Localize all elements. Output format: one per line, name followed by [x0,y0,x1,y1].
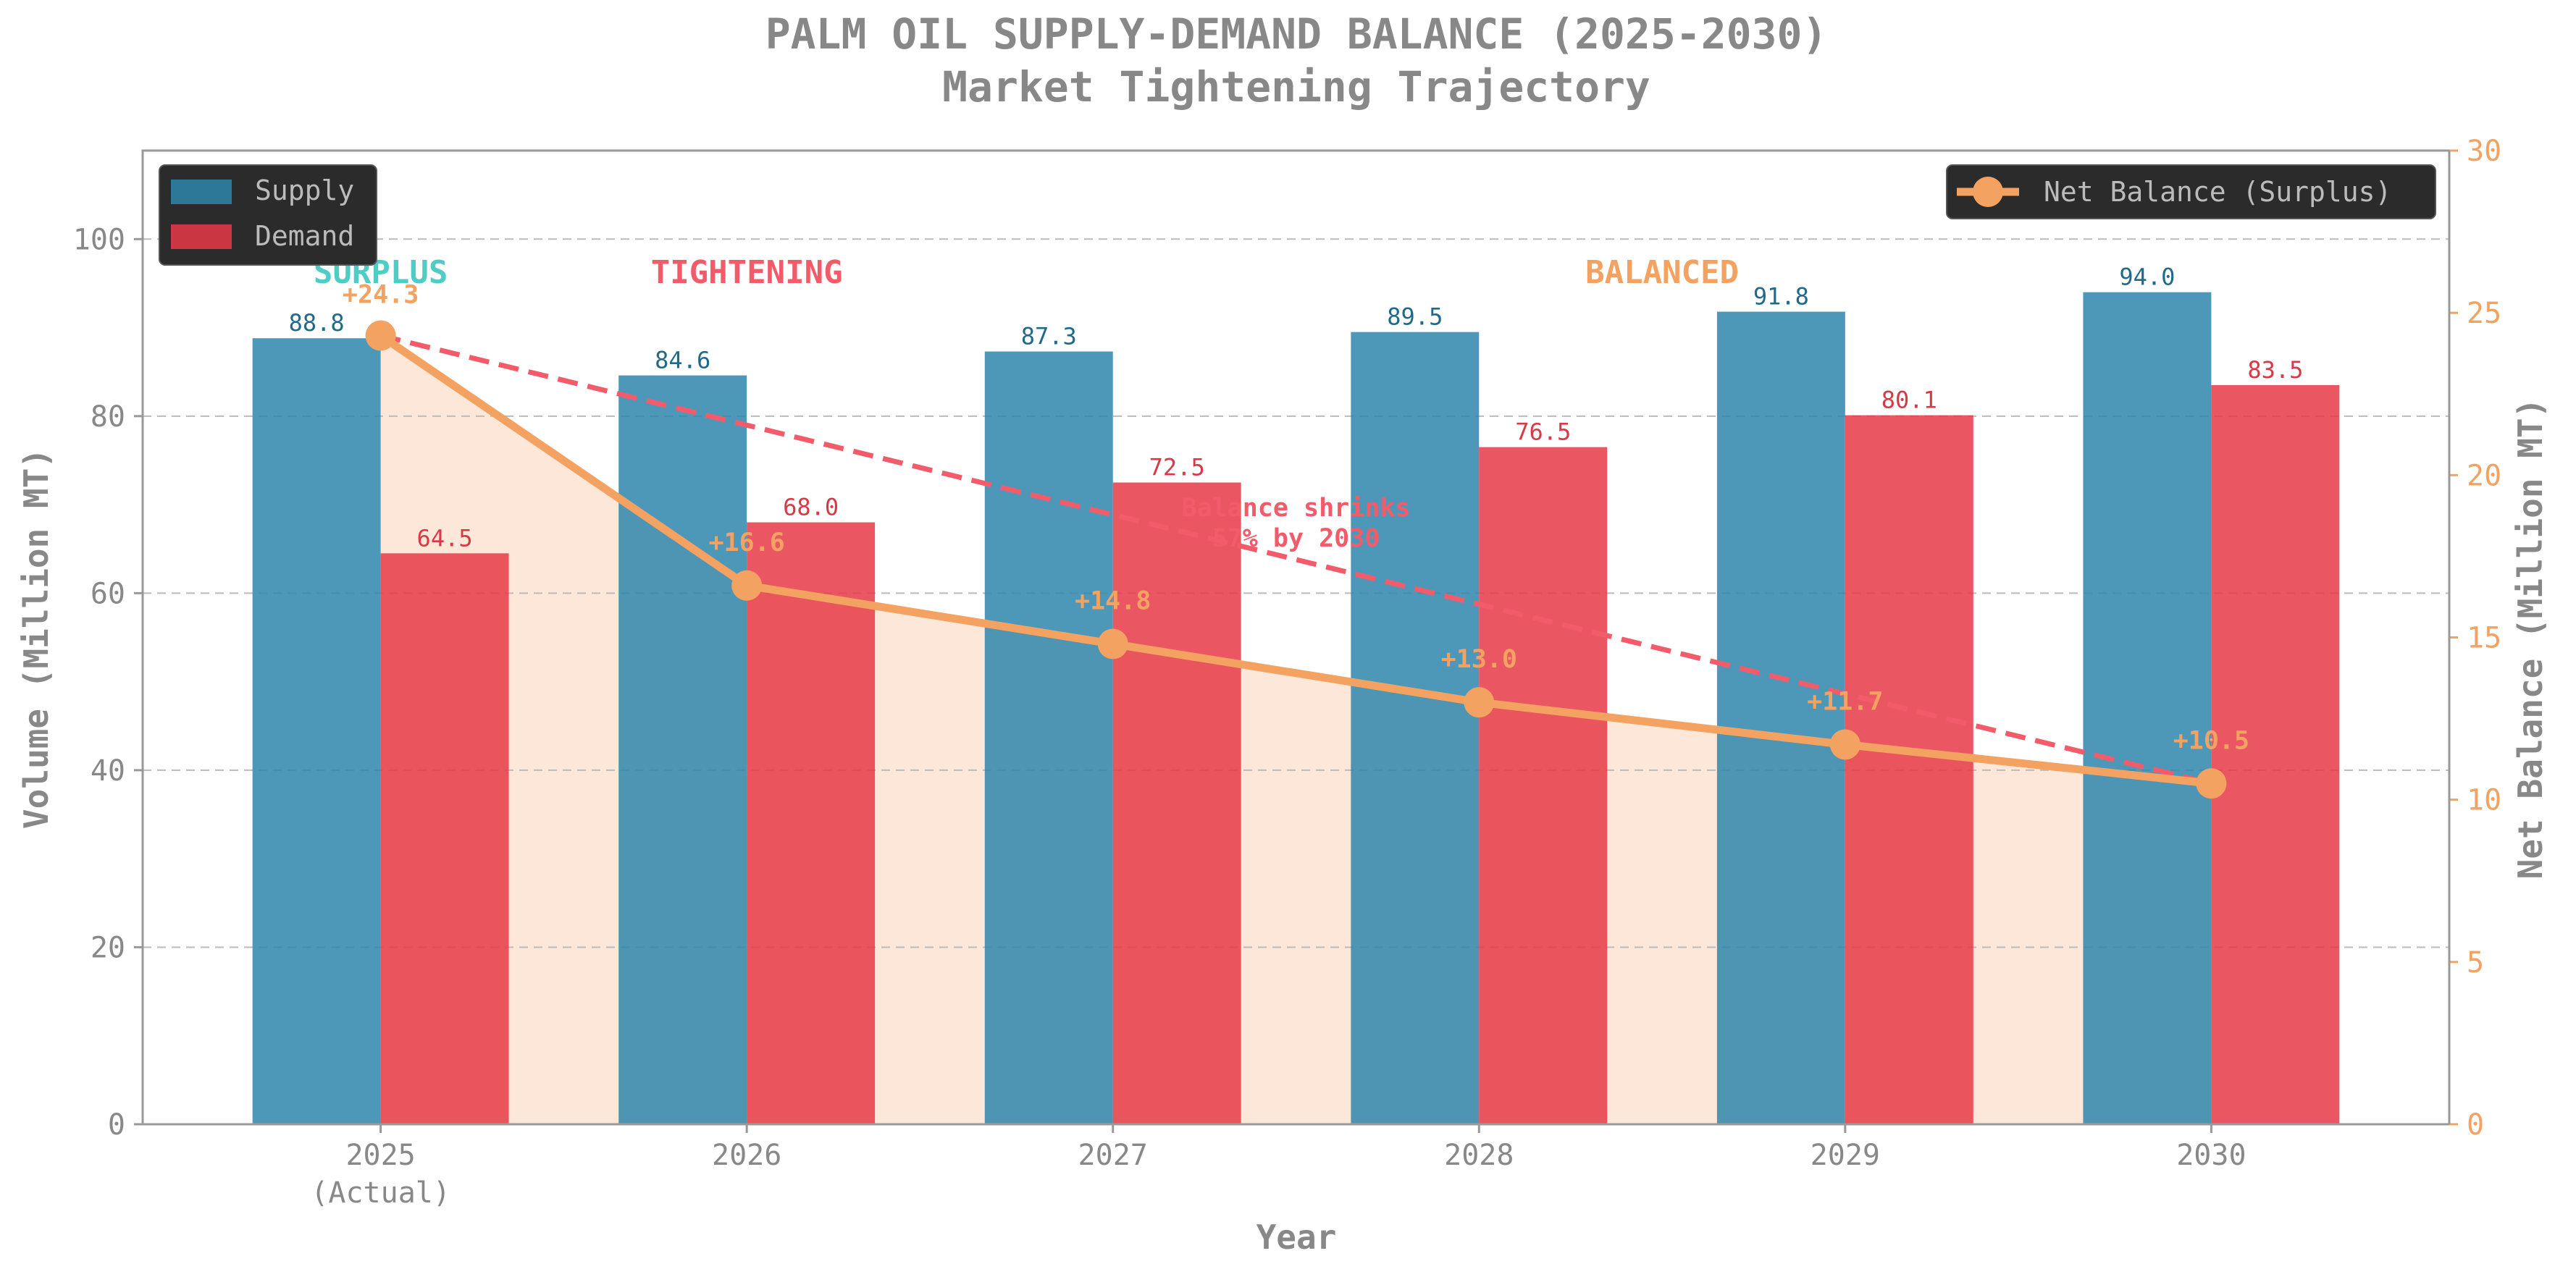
net-balance-point [1829,729,1860,760]
net-balance-value-label: +13.0 [1441,645,1517,674]
legend-box [1946,164,2436,219]
demand-bar [1112,482,1241,1124]
supply-bar [2083,292,2212,1124]
legend-marker-net [1973,177,2003,207]
chart-subtitle: Market Tightening Trajectory [942,62,1650,111]
net-balance-point [1097,628,1128,659]
supply-bar [1716,311,1845,1124]
demand-value-label: 83.5 [2247,356,2303,384]
net-balance-line [378,332,2212,788]
axes: 0204060801000510152025302025(Actual)2026… [73,135,2501,1210]
demand-value-label: 68.0 [783,494,839,521]
net-balance-point [2196,768,2227,799]
legend-bars: Supply Demand [159,164,377,266]
y2-tick-label: 25 [2467,297,2501,330]
y-tick-label: 0 [108,1108,125,1142]
y2-tick-label: 20 [2467,459,2501,492]
y-tick-label: 100 [73,223,125,256]
supply-bar [1351,332,1480,1125]
net-balance-point [1464,687,1495,718]
supply-value-label: 84.6 [655,347,710,374]
legend-line: Net Balance (Surplus) [1946,164,2436,219]
y2-tick-label: 15 [2467,622,2501,655]
legend-label-demand: Demand [255,220,354,252]
y-tick-label: 80 [91,400,125,434]
y2-tick-label: 0 [2467,1108,2484,1142]
y-tick-label: 40 [91,754,125,788]
annotation-text: Balance shrinks [1181,494,1410,523]
net-balance-value-label: +24.3 [343,281,419,310]
annotation-text: 57% by 2030 [1212,524,1380,553]
net-balance-point [365,320,396,351]
legend-label-net: Net Balance (Surplus) [2044,176,2391,208]
demand-value-label: 80.1 [1881,387,1937,414]
y-tick-label: 20 [91,931,125,964]
x-axis-label: Year [1256,1218,1337,1257]
grid-lines [143,238,2449,948]
demand-value-label: 76.5 [1515,418,1571,446]
x-tick-label: 2028 [1444,1139,1514,1172]
demand-value-label: 72.5 [1149,454,1205,481]
bars [252,292,2340,1125]
supply-bar [984,351,1113,1124]
supply-value-label: 91.8 [1753,283,1809,311]
trend-line [379,333,2212,786]
x-tick-label: 2029 [1811,1139,1880,1172]
net-balance-point [731,570,763,601]
supply-value-label: 89.5 [1387,303,1443,331]
y2-tick-label: 10 [2467,784,2501,817]
chart-title: PALM OIL SUPPLY-DEMAND BALANCE (2025-203… [765,9,1828,59]
demand-bar [2211,385,2340,1124]
phase-label: BALANCED [1585,254,1739,291]
x-tick-label: 2030 [2176,1139,2246,1172]
x-tick-label: 2027 [1078,1139,1148,1172]
supply-bar [618,375,747,1124]
legend-swatch-demand [171,224,232,249]
supply-value-label: 87.3 [1021,323,1077,350]
y-tick-label: 60 [91,577,125,610]
demand-bar [1479,447,1608,1124]
overlays [365,320,2227,799]
legend-label-supply: Supply [255,174,354,206]
y2-axis-label: Net Balance (Million MT) [2511,398,2550,880]
supply-bar [252,338,381,1125]
supply-value-label: 94.0 [2119,264,2175,291]
labels: 88.8 64.5 84.6 68.0 87.3 72.5 89.5 76.5 91.8 80.1… [289,254,2304,755]
demand-bar [380,553,509,1124]
x-tick-sublabel: (Actual) [311,1176,450,1210]
demand-value-label: 64.5 [417,524,473,552]
net-balance-value-label: +10.5 [2173,726,2249,755]
legend-swatch-supply [171,180,232,204]
x-tick-label: 2025 [345,1139,415,1172]
demand-bar [747,522,876,1124]
x-tick-label: 2026 [712,1139,781,1172]
demand-bar [1845,415,1973,1124]
phase-label: TIGHTENING [651,254,843,291]
supply-value-label: 88.8 [289,309,345,337]
net-balance-value-label: +16.6 [708,528,784,557]
net-balance-value-label: +11.7 [1807,687,1883,716]
y-axis-label: Volume (Million MT) [17,448,56,829]
y2-tick-label: 5 [2467,946,2484,979]
y2-tick-label: 30 [2467,135,2501,168]
net-balance-value-label: +14.8 [1075,586,1151,615]
